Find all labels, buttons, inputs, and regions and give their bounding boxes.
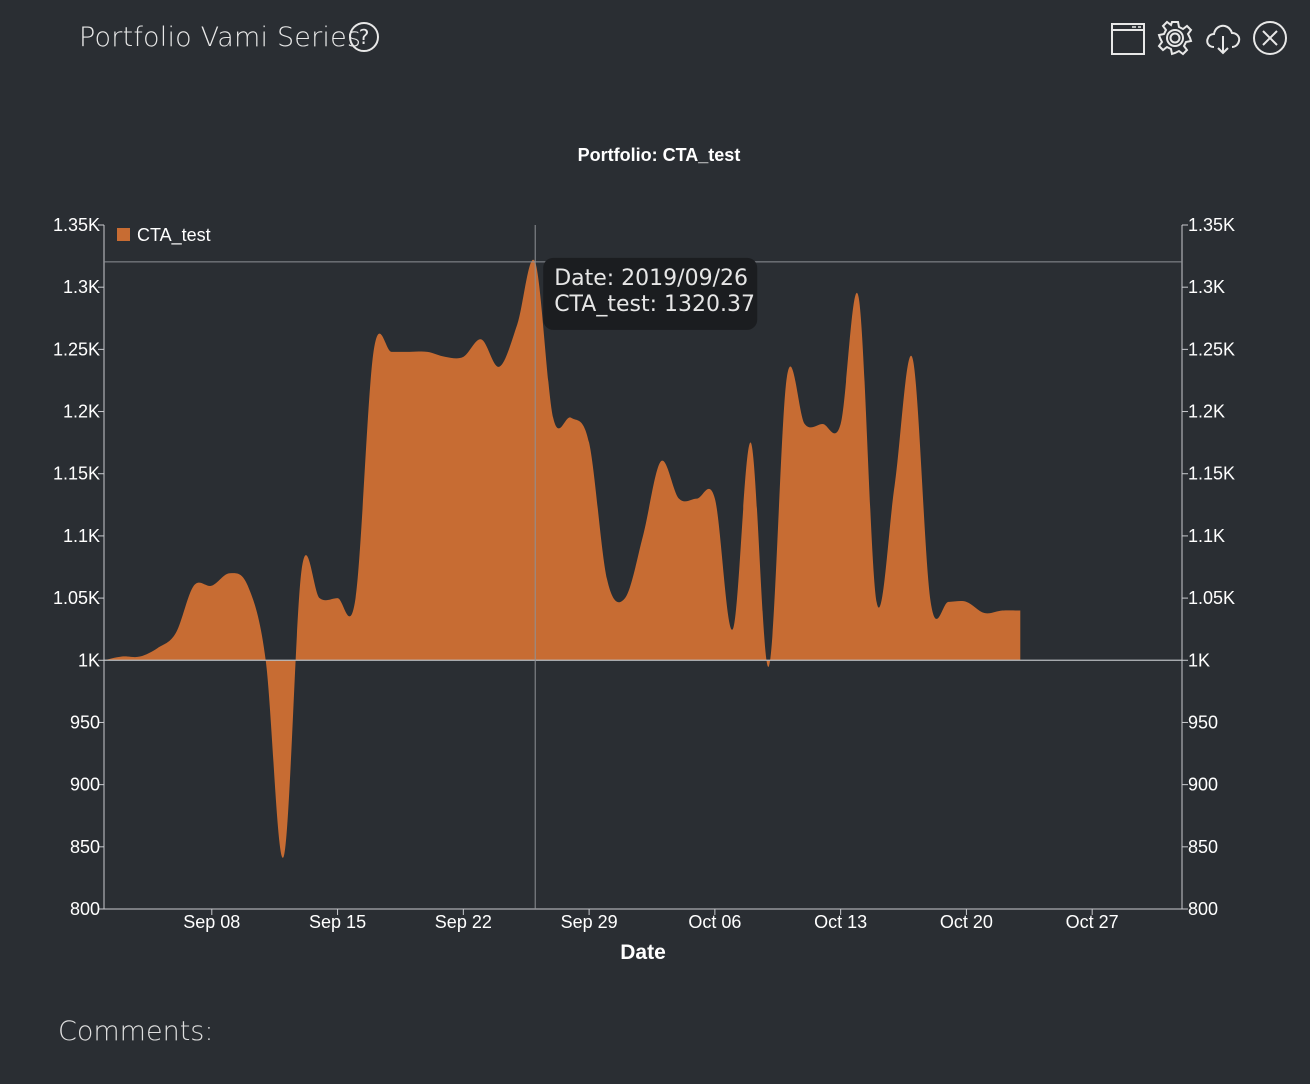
page-title: Portfolio Vami Series	[79, 22, 362, 53]
cloud-download-icon[interactable]	[1203, 18, 1243, 58]
close-icon[interactable]	[1250, 18, 1290, 58]
chart-title: Portfolio: CTA_test	[578, 145, 741, 165]
y-tick-label-right: 1.05K	[1188, 588, 1235, 608]
comments-label: Comments:	[58, 1016, 214, 1047]
y-tick-label-left: 1.2K	[63, 402, 100, 422]
gear-icon[interactable]	[1155, 18, 1195, 58]
x-tick-label: Sep 22	[435, 912, 492, 932]
tooltip-box	[543, 257, 758, 330]
plot-area: 800 800 850 850 900 900 950 950 1K 1K 1.05K 1.05K 1.…	[53, 215, 1235, 932]
legend-swatch-cta-test	[117, 228, 130, 241]
y-tick-label-left: 800	[70, 899, 100, 919]
y-tick-label-right: 1.35K	[1188, 215, 1235, 235]
y-tick-label-right: 800	[1188, 899, 1218, 919]
y-tick-label-left: 900	[70, 775, 100, 795]
y-tick-label-right: 1.2K	[1188, 402, 1225, 422]
y-tick-label-left: 850	[70, 837, 100, 857]
y-tick-label-right: 1.1K	[1188, 526, 1225, 546]
y-tick-label-left: 1.25K	[53, 339, 100, 359]
y-tick-label-right: 900	[1188, 775, 1218, 795]
y-tick-label-right: 1.15K	[1188, 464, 1235, 484]
x-tick-label: Sep 08	[183, 912, 240, 932]
x-tick-label: Oct 27	[1066, 912, 1119, 932]
y-tick-label-right: 850	[1188, 837, 1218, 857]
x-axis-title: Date	[620, 941, 666, 964]
y-tick-label-right: 1K	[1188, 650, 1210, 670]
x-tick-label: Oct 20	[940, 912, 993, 932]
vami-chart: Portfolio: CTA_test 800 800 850 850 900 900 95…	[53, 145, 1235, 964]
x-tick-label: Sep 15	[309, 912, 366, 932]
y-tick-label-right: 1.25K	[1188, 339, 1235, 359]
x-tick-label: Sep 29	[561, 912, 618, 932]
x-tick-label: Oct 06	[688, 912, 741, 932]
y-tick-label-left: 1.3K	[63, 277, 100, 297]
window-icon[interactable]	[1108, 18, 1148, 58]
legend-label-cta-test: CTA_test	[137, 225, 211, 246]
tooltip-date: Date: 2019/09/26	[554, 266, 748, 291]
x-tick-label: Oct 13	[814, 912, 867, 932]
series-area-cta-test	[104, 259, 1021, 858]
y-tick-label-right: 1.3K	[1188, 277, 1225, 297]
help-icon[interactable]: ?	[349, 22, 379, 52]
y-tick-label-right: 950	[1188, 712, 1218, 732]
y-tick-label-left: 1.35K	[53, 215, 100, 235]
y-tick-label-left: 1.15K	[53, 464, 100, 484]
tooltip-value: CTA_test: 1320.37	[554, 292, 755, 317]
y-tick-label-left: 1.05K	[53, 588, 100, 608]
y-tick-label-left: 950	[70, 712, 100, 732]
y-tick-label-left: 1.1K	[63, 526, 100, 546]
y-tick-label-left: 1K	[78, 650, 100, 670]
